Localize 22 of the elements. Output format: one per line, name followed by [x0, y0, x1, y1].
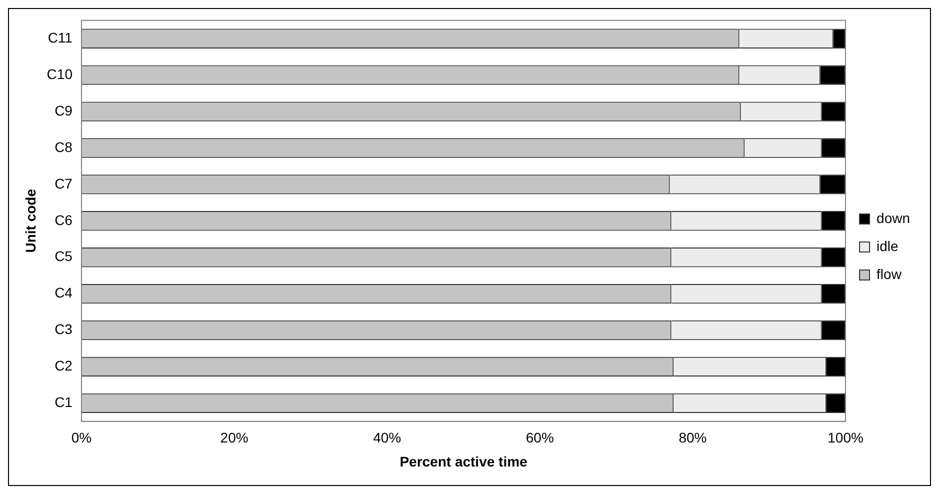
y-tick-label: C8: [54, 138, 73, 155]
y-tick-label: C11: [48, 29, 73, 46]
y-tick-label: C2: [54, 358, 73, 374]
y-tick-label: C5: [54, 248, 73, 264]
x-tick-label: 60%: [526, 430, 554, 446]
legend-label: idle: [876, 238, 899, 254]
x-tick-label: 80%: [678, 430, 707, 446]
y-tick-label: C9: [54, 102, 73, 118]
x-tick-label: 20%: [220, 430, 248, 446]
y-axis-title: Unit code: [22, 188, 38, 253]
y-tick-label: C1: [54, 394, 73, 410]
x-tick-label: 0%: [71, 430, 92, 446]
x-axis-title: Percent active time: [400, 453, 528, 470]
y-tick-label: C10: [46, 66, 73, 82]
legend-label: flow: [876, 266, 902, 282]
x-tick-label: 40%: [373, 430, 402, 446]
y-tick-label: C7: [54, 175, 73, 192]
y-tick-label: C3: [54, 321, 73, 338]
y-tick-label: C6: [54, 212, 73, 228]
y-tick-label: C4: [54, 284, 73, 301]
x-tick-label: 100%: [828, 430, 864, 446]
legend-label: down: [876, 210, 910, 226]
